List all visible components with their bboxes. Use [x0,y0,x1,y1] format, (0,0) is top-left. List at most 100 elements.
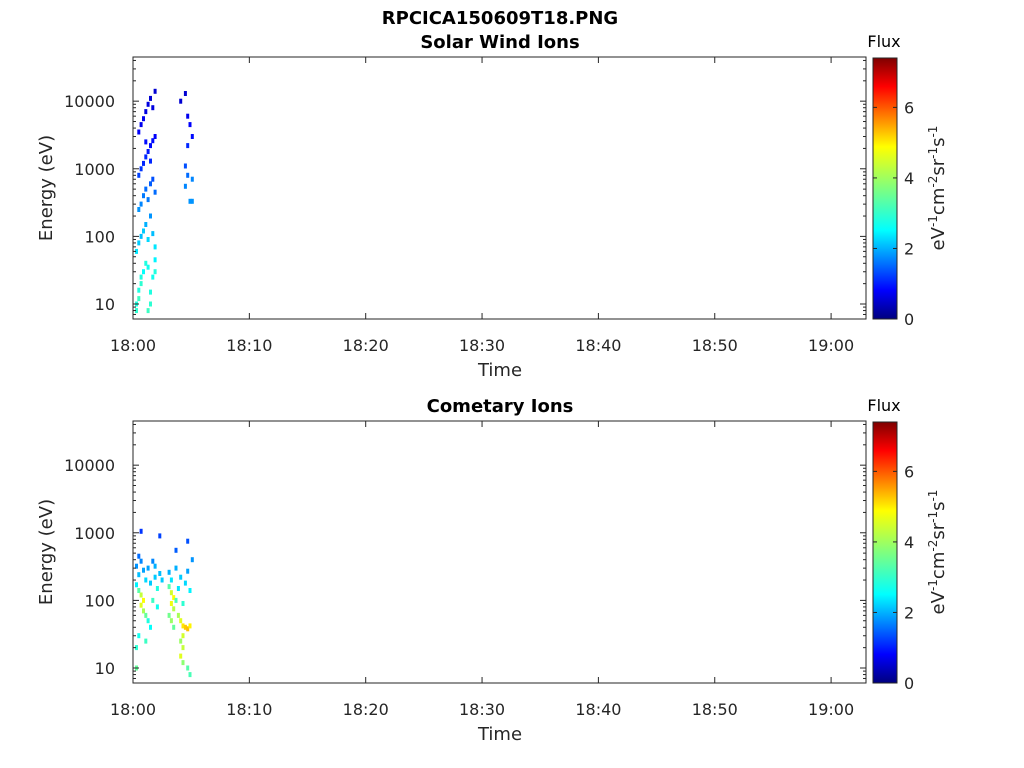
x-tick-label: 18:30 [459,336,505,355]
x-tick-label: 18:50 [692,336,738,355]
flux-cell [135,645,138,651]
flux-cell [146,308,150,314]
flux-cell [146,149,150,154]
flux-cell [139,233,143,239]
flux-cell [155,586,159,591]
flux-cell [158,571,162,576]
flux-cell [139,528,143,534]
flux-cell [151,138,155,144]
flux-cell [139,201,143,207]
flux-cell [144,612,148,618]
flux-cell [137,207,141,212]
flux-cell [139,274,143,280]
y-tick-label: 10 [95,295,115,314]
flux-cell [144,109,148,115]
y-tick-label: 10000 [64,456,115,475]
flux-cell [167,569,171,575]
y-axis-ticks: 10 100 1000 10000 [64,423,866,684]
flux-cell [137,129,141,135]
flux-cell [183,624,187,630]
flux-cell [179,618,183,624]
colorbar-ticks: 0 2 4 6 [873,98,914,329]
x-tick-label: 18:20 [343,700,389,719]
flux-cell [142,597,145,603]
flux-cell [186,143,190,149]
flux-cell [183,580,187,586]
flux-cell [190,134,194,139]
y-axis-label: Energy (eV) [36,135,57,241]
figure-title: RPCICA150609T18.PNG [382,8,618,29]
colorbar-ticks: 0 2 4 6 [873,462,914,693]
flux-cell [174,565,178,571]
flux-cell [153,574,157,580]
flux-cell [181,645,185,651]
flux-cell [139,592,143,598]
flux-cell [142,193,145,199]
flux-cell [158,533,162,539]
flux-cells [135,88,194,314]
cometary-panel: Cometary Ions 18:00 18:10 18:20 18:30 18:40 1… [36,396,949,745]
flux-cell [188,588,192,593]
flux-cell [137,588,141,593]
x-tick-label: 18:20 [343,336,389,355]
colorbar-title: Flux [867,396,900,415]
flux-cell [153,134,157,139]
solar-wind-panel: Solar Wind Ions 18:00 18:10 18:20 18:30 18:4… [36,32,949,381]
flux-cell [151,274,155,280]
plot-frame [132,420,867,684]
flux-cell [181,601,185,606]
flux-cell [151,176,155,182]
flux-cell [137,240,141,246]
x-axis-ticks: 18:00 18:10 18:20 18:30 18:40 18:50 19:00 [110,57,854,355]
y-tick-label: 10 [95,659,115,678]
flux-cell [146,618,150,624]
flux-cell [139,166,143,172]
x-axis-label: Time [477,724,522,745]
flux-cell [151,231,155,237]
flux-cell [153,269,157,275]
colorbar-label: eV-1cm-2sr-1s-1 [926,490,949,615]
y-tick-label: 100 [84,227,115,246]
x-tick-label: 18:40 [575,336,621,355]
flux-cell [188,198,192,204]
flux-cell [149,580,152,586]
flux-cell [190,557,194,563]
flux-cell [186,113,190,119]
flux-cell [146,565,150,571]
flux-cell [160,577,164,583]
flux-cell [146,101,150,107]
flux-cell [135,308,138,314]
x-tick-label: 19:00 [808,700,854,719]
x-tick-label: 19:00 [808,336,854,355]
x-tick-label: 18:50 [692,700,738,719]
flux-cell [174,547,178,553]
flux-cell [190,176,194,182]
colorbar-tick-label: 0 [904,310,914,329]
flux-cell [179,98,183,104]
flux-cell [149,213,152,219]
flux-cell [183,163,187,169]
x-axis-label: Time [477,360,522,381]
flux-cell [144,577,148,583]
flux-cell [142,228,145,234]
flux-cell [149,143,152,149]
colorbar-label: eV-1cm-2sr-1s-1 [926,126,949,251]
flux-cell [139,558,143,564]
flux-cell [179,638,183,644]
y-tick-label: 1000 [74,524,115,543]
flux-cell [172,595,176,601]
flux-cell [144,139,148,145]
colorbar [872,57,898,320]
flux-cell [142,160,145,166]
flux-cell [169,601,173,606]
x-tick-label: 18:00 [110,336,156,355]
flux-cell [167,612,171,618]
flux-cell [135,248,138,254]
flux-cell [169,590,173,596]
y-tick-label: 10000 [64,92,115,111]
flux-cell [169,618,173,624]
flux-cell [153,257,157,263]
colorbar-tick-label: 6 [904,98,914,117]
colorbar-tick-label: 2 [904,239,914,258]
panel-title: Solar Wind Ions [420,32,579,53]
